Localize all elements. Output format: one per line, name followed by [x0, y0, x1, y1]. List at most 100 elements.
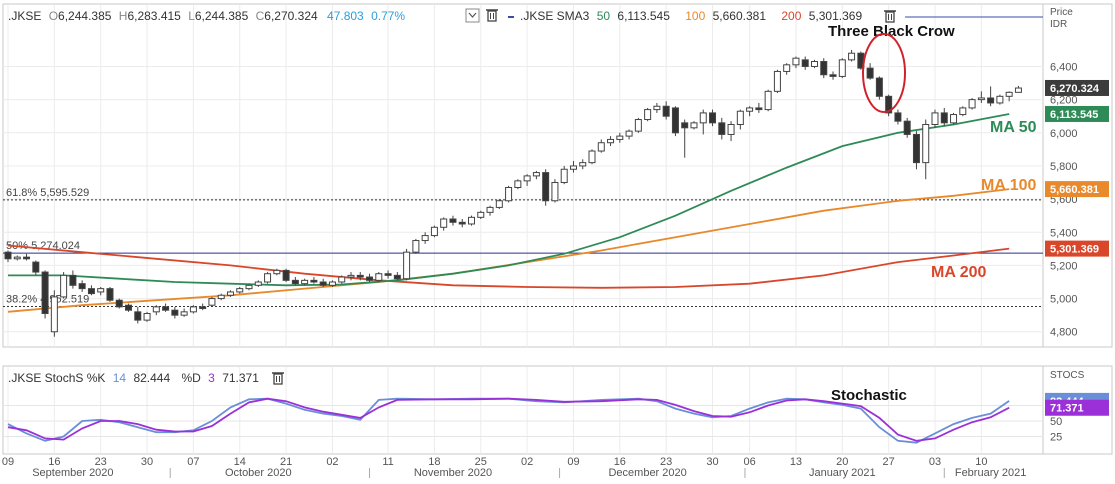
candle — [217, 293, 225, 301]
candle — [903, 117, 911, 138]
candle-body — [662, 105, 670, 117]
candle — [282, 268, 290, 282]
candle — [987, 86, 995, 107]
candle-body — [180, 311, 188, 316]
candle — [662, 101, 670, 120]
candle — [718, 117, 726, 140]
candle — [87, 285, 95, 296]
ma200-label: MA 200 — [931, 264, 987, 281]
candle-body — [273, 269, 281, 275]
candle — [106, 286, 114, 302]
candle — [23, 253, 31, 261]
three-black-crow-circle — [862, 33, 906, 113]
candle-body — [477, 211, 485, 218]
trash-icon[interactable] — [486, 9, 498, 22]
candle — [60, 272, 68, 299]
candle — [671, 106, 679, 137]
candle — [820, 58, 828, 79]
three-black-crow-label: Three Black Crow — [828, 23, 955, 40]
day-tick-label: 02 — [326, 456, 338, 468]
candle-body — [97, 288, 105, 293]
candle — [347, 272, 355, 281]
candle-body — [301, 279, 309, 285]
candle-body — [87, 288, 95, 295]
candle-body — [690, 122, 698, 129]
candle — [245, 283, 253, 291]
candle — [171, 306, 179, 319]
day-tick-label: 23 — [660, 456, 672, 468]
candle-body — [792, 57, 800, 66]
candle-body — [393, 274, 401, 280]
month-label: December 2020 — [608, 467, 686, 479]
candle — [152, 305, 160, 316]
candle-body — [366, 276, 374, 281]
candle — [199, 303, 207, 311]
candle-body — [755, 107, 763, 111]
trash-icon[interactable] — [272, 372, 284, 385]
candle — [783, 63, 791, 75]
candle-body — [23, 256, 31, 260]
candle — [653, 102, 661, 113]
price-badge-bg — [1045, 79, 1109, 96]
candle — [773, 69, 781, 93]
candle — [310, 277, 318, 284]
candle — [78, 280, 86, 292]
candle — [810, 59, 818, 69]
candle-body — [866, 67, 874, 79]
candle-body — [134, 311, 142, 321]
candle — [551, 179, 559, 203]
candle-body — [106, 288, 114, 301]
candle — [912, 131, 920, 170]
candle-body — [41, 271, 49, 315]
dropdown-icon[interactable] — [465, 8, 480, 23]
candle — [366, 273, 374, 282]
candle-body — [671, 107, 679, 134]
candle — [848, 49, 856, 62]
candle — [727, 121, 735, 142]
candle — [32, 260, 40, 276]
candle — [681, 119, 689, 158]
candle-body — [152, 306, 160, 313]
candle-body — [634, 119, 642, 132]
day-tick-label: 25 — [475, 456, 487, 468]
close-value: 6,270.324 — [264, 9, 318, 23]
candle-body — [912, 133, 920, 164]
price-badge: 6,270.324 — [1050, 83, 1100, 95]
candle — [226, 290, 234, 297]
candle-body — [505, 187, 513, 202]
candle-body — [773, 70, 781, 92]
candle — [449, 215, 457, 226]
candle-body — [681, 122, 689, 129]
stoch-badge: 71.371 — [1050, 403, 1084, 415]
candle-body — [236, 288, 244, 293]
candle — [634, 117, 642, 133]
candle — [115, 298, 123, 309]
candle-body — [282, 269, 290, 281]
sma-header: .JKSE SMA3 50 6,113.545 100 5,660.381 20… — [520, 9, 862, 23]
price-badge: 5,660.381 — [1050, 184, 1099, 196]
price-tick-label: 6,200 — [1050, 95, 1078, 107]
candle — [597, 139, 605, 153]
candle-body — [810, 61, 818, 67]
candle-body — [699, 112, 707, 124]
candle-body — [996, 95, 1004, 104]
candle — [838, 58, 846, 79]
candle-body — [746, 107, 754, 112]
candle-body — [597, 142, 605, 152]
candle — [532, 170, 540, 180]
price-badge: 6,113.545 — [1050, 109, 1098, 121]
candle — [922, 119, 930, 180]
candle-body — [894, 112, 902, 122]
trash-icon[interactable] — [884, 10, 896, 23]
candle-body — [903, 120, 911, 135]
low-label: L — [188, 9, 195, 23]
candle-body — [50, 296, 58, 333]
candle-body — [254, 281, 262, 286]
candle-body — [1005, 91, 1013, 97]
candle — [495, 199, 503, 210]
candle — [885, 94, 893, 117]
sma100-period: 100 — [685, 9, 705, 23]
day-tick-label: 30 — [706, 456, 718, 468]
candle — [69, 270, 77, 289]
